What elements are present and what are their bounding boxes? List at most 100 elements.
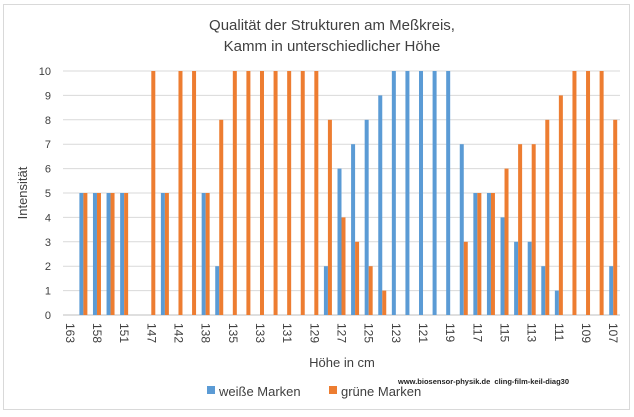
bar-weisse-marken <box>120 193 125 315</box>
watermark: www.biosensor-physik.de cling-film-keil-… <box>397 377 569 386</box>
x-tick-label: 121 <box>416 323 430 343</box>
bar-gruene-marken <box>518 144 523 315</box>
bar-weisse-marken <box>160 193 165 315</box>
bar-gruene-marken <box>477 193 482 315</box>
bar-gruene-marken <box>531 144 536 315</box>
bar-gruene-marken <box>83 193 88 315</box>
x-tick-label: 163 <box>63 323 77 343</box>
x-tick-label: 131 <box>280 323 294 343</box>
bar-gruene-marken <box>232 71 237 315</box>
bar-weisse-marken <box>351 144 356 315</box>
bar-weisse-marken <box>459 144 464 315</box>
bar-gruene-marken <box>545 119 550 315</box>
x-tick-label: 119 <box>443 323 457 342</box>
bar-weisse-marken <box>337 168 342 315</box>
bar-gruene-marken <box>151 71 156 315</box>
bar-weisse-marken <box>391 71 396 315</box>
y-tick-label: 3 <box>45 237 51 249</box>
bar-weisse-marken <box>554 290 559 315</box>
y-tick-label: 4 <box>45 212 51 224</box>
bar-weisse-marken <box>500 217 505 315</box>
bar-weisse-marken <box>201 193 206 315</box>
x-tick-label: 127 <box>335 323 349 343</box>
bar-gruene-marken <box>355 241 360 315</box>
bar-gruene-marken <box>287 71 292 315</box>
bar-weisse-marken <box>215 266 220 315</box>
chart-title-line-1: Qualität der Strukturen am Meßkreis, <box>209 17 455 34</box>
bar-weisse-marken <box>419 71 424 315</box>
bar-weisse-marken <box>323 266 328 315</box>
bar-gruene-marken <box>96 193 101 315</box>
bar-weisse-marken <box>527 241 532 315</box>
bar-gruene-marken <box>205 193 210 315</box>
x-tick-label: 129 <box>307 323 321 343</box>
bar-weisse-marken <box>92 193 97 315</box>
bar-weisse-marken <box>514 241 519 315</box>
legend-label-gruene: grüne Marken <box>341 384 421 399</box>
y-tick-label: 5 <box>45 188 51 200</box>
bar-gruene-marken <box>558 95 563 316</box>
bar-gruene-marken <box>586 71 591 315</box>
x-tick-label: 158 <box>90 323 104 343</box>
bar-gruene-marken <box>192 71 197 315</box>
x-axis-label: Höhe in cm <box>309 355 375 370</box>
legend-label-weisse: weiße Marken <box>218 384 301 399</box>
bar-weisse-marken <box>106 193 111 315</box>
bar-gruene-marken <box>504 168 509 315</box>
y-tick-label: 1 <box>45 286 51 298</box>
bar-gruene-marken <box>463 241 468 315</box>
chart-title-line-2: Kamm in unterschiedlicher Höhe <box>224 38 441 55</box>
y-axis-label: Intensität <box>15 166 30 219</box>
bar-gruene-marken <box>178 71 183 315</box>
y-tick-label: 7 <box>45 139 51 151</box>
bar-weisse-marken <box>79 193 84 315</box>
bar-weisse-marken <box>446 71 451 315</box>
bar-gruene-marken <box>341 217 346 315</box>
bar-gruene-marken <box>613 119 618 315</box>
x-tick-label: 142 <box>171 323 185 343</box>
y-tick-label: 8 <box>45 115 51 127</box>
bar-gruene-marken <box>382 290 387 315</box>
bar-gruene-marken <box>368 266 373 315</box>
bar-gruene-marken <box>314 71 319 315</box>
bar-weisse-marken <box>541 266 546 315</box>
bar-gruene-marken <box>110 193 115 315</box>
x-tick-label: 111 <box>552 323 566 342</box>
legend-swatch-weisse <box>207 386 215 394</box>
bar-gruene-marken <box>273 71 278 315</box>
x-tick-label: 109 <box>579 323 593 343</box>
bar-weisse-marken <box>486 193 491 315</box>
x-tick-label: 115 <box>498 323 512 342</box>
x-tick-label: 135 <box>226 323 240 343</box>
bar-gruene-marken <box>327 119 332 315</box>
bar-gruene-marken <box>599 71 604 315</box>
bar-gruene-marken <box>490 193 495 315</box>
bar-gruene-marken <box>572 71 577 315</box>
bar-gruene-marken <box>164 193 169 315</box>
x-tick-label: 138 <box>199 323 213 343</box>
legend-swatch-gruene <box>329 386 337 394</box>
y-tick-label: 9 <box>45 90 51 102</box>
bar-weisse-marken <box>473 193 478 315</box>
x-tick-label: 147 <box>144 323 158 343</box>
bar-gruene-marken <box>300 71 305 315</box>
x-tick-label: 107 <box>606 323 620 343</box>
bar-gruene-marken <box>246 71 251 315</box>
bar-gruene-marken <box>219 119 224 315</box>
y-tick-label: 2 <box>45 261 51 273</box>
x-tick-label: 113 <box>525 323 539 342</box>
bar-gruene-marken <box>259 71 264 315</box>
y-tick-label: 6 <box>45 164 51 176</box>
bar-weisse-marken <box>364 119 369 315</box>
x-tick-label: 125 <box>362 323 376 343</box>
bar-weisse-marken <box>432 71 437 315</box>
x-tick-label: 151 <box>117 323 131 343</box>
x-tick-label: 133 <box>253 323 267 343</box>
bar-weisse-marken <box>609 266 614 315</box>
y-tick-label: 10 <box>39 66 51 78</box>
x-tick-label: 117 <box>470 323 484 342</box>
y-tick-label: 0 <box>45 310 51 322</box>
x-tick-label: 123 <box>389 323 403 343</box>
bar-weisse-marken <box>378 95 383 316</box>
